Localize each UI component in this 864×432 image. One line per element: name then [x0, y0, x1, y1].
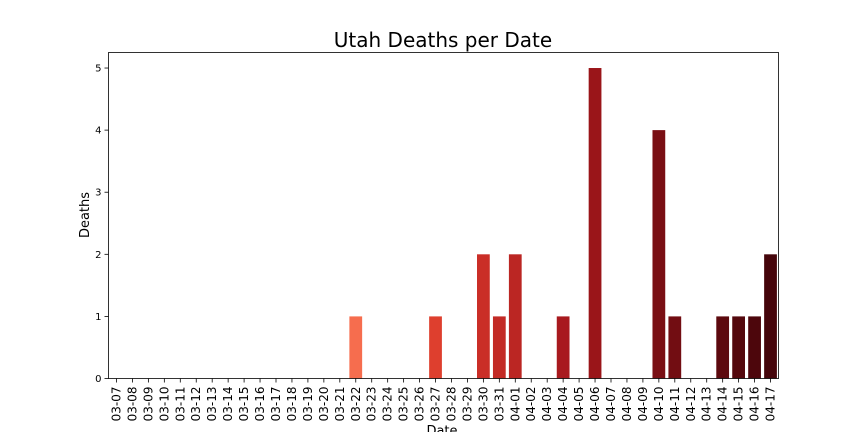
x-tick-label: 03-30: [476, 387, 490, 422]
bars-group: [349, 68, 777, 379]
x-axis: 03-07 03-08 03-09 03-10 03-11 03-12 03-13 03-14…: [109, 378, 778, 422]
bar-04-06: [588, 68, 602, 379]
x-tick-label: 04-02: [524, 387, 538, 422]
y-axis-label: Deaths: [78, 192, 93, 238]
x-tick-label: 04-01: [508, 387, 522, 422]
y-tick-label: 3: [95, 188, 101, 199]
chart-title: Utah Deaths per Date: [334, 28, 552, 52]
x-tick-label: 04-06: [588, 387, 602, 422]
x-tick-label: 04-03: [540, 387, 554, 422]
bar-04-14: [716, 316, 730, 379]
x-tick-label: 03-26: [413, 387, 427, 422]
x-tick-label: 03-16: [253, 387, 267, 422]
x-tick-label: 03-18: [285, 387, 299, 422]
y-axis: 0 1 2 3 4 5: [95, 64, 109, 385]
y-tick-label: 0: [95, 374, 101, 385]
x-tick-label: 04-07: [604, 387, 618, 422]
bar-04-15: [732, 316, 745, 379]
bar-04-10: [652, 130, 666, 379]
x-tick-label: 03-21: [333, 387, 347, 422]
bar-04-11: [668, 316, 682, 379]
x-tick-label: 04-17: [764, 387, 778, 422]
bar-04-04: [556, 316, 570, 379]
bar-03-31: [492, 316, 506, 379]
x-tick-label: 04-09: [636, 387, 650, 422]
bar-04-17: [764, 254, 777, 379]
x-tick-label: 03-14: [221, 387, 235, 422]
x-tick-label: 03-07: [109, 387, 123, 422]
x-tick-label: 04-16: [748, 387, 762, 422]
x-tick-label: 03-19: [301, 387, 315, 422]
x-tick-label: 03-13: [205, 387, 219, 422]
x-tick-label: 03-10: [157, 387, 171, 422]
x-tick-label: 03-20: [317, 387, 331, 422]
x-tick-label: 04-14: [716, 387, 730, 422]
x-tick-label: 03-15: [237, 387, 251, 422]
x-tick-label: 03-28: [444, 387, 458, 422]
x-tick-label: 03-27: [429, 387, 443, 422]
x-tick-label: 03-22: [349, 387, 363, 422]
x-tick-label: 04-08: [620, 387, 634, 422]
x-tick-label: 04-05: [572, 387, 586, 422]
bar-04-16: [748, 316, 761, 379]
plot-frame: [108, 52, 779, 379]
bar-03-30: [477, 254, 490, 379]
bar-03-22: [349, 316, 363, 379]
x-tick-label: 03-31: [492, 387, 506, 422]
x-axis-label: Date: [426, 424, 457, 432]
x-tick-label: 04-10: [652, 387, 666, 422]
x-tick-label: 04-11: [668, 387, 682, 422]
x-tick-label: 04-12: [684, 387, 698, 422]
y-tick-label: 5: [95, 64, 101, 75]
x-tick-label: 04-13: [700, 387, 714, 422]
x-tick-label: 04-15: [732, 387, 746, 422]
x-tick-label: 03-29: [460, 387, 474, 422]
x-tick-label: 04-04: [556, 387, 570, 422]
bar-04-01: [508, 254, 522, 379]
bar-03-27: [429, 316, 442, 379]
x-tick-label: 03-09: [141, 387, 155, 422]
x-tick-label: 03-12: [189, 387, 203, 422]
x-tick-label: 03-11: [173, 387, 187, 422]
x-tick-label: 03-25: [397, 387, 411, 422]
y-tick-label: 1: [95, 312, 101, 323]
x-tick-label: 03-24: [381, 387, 395, 422]
x-tick-label: 03-17: [269, 387, 283, 422]
x-tick-label: 03-08: [125, 387, 139, 422]
y-tick-label: 4: [95, 126, 101, 137]
y-tick-label: 2: [95, 250, 101, 261]
x-tick-label: 03-23: [365, 387, 379, 422]
